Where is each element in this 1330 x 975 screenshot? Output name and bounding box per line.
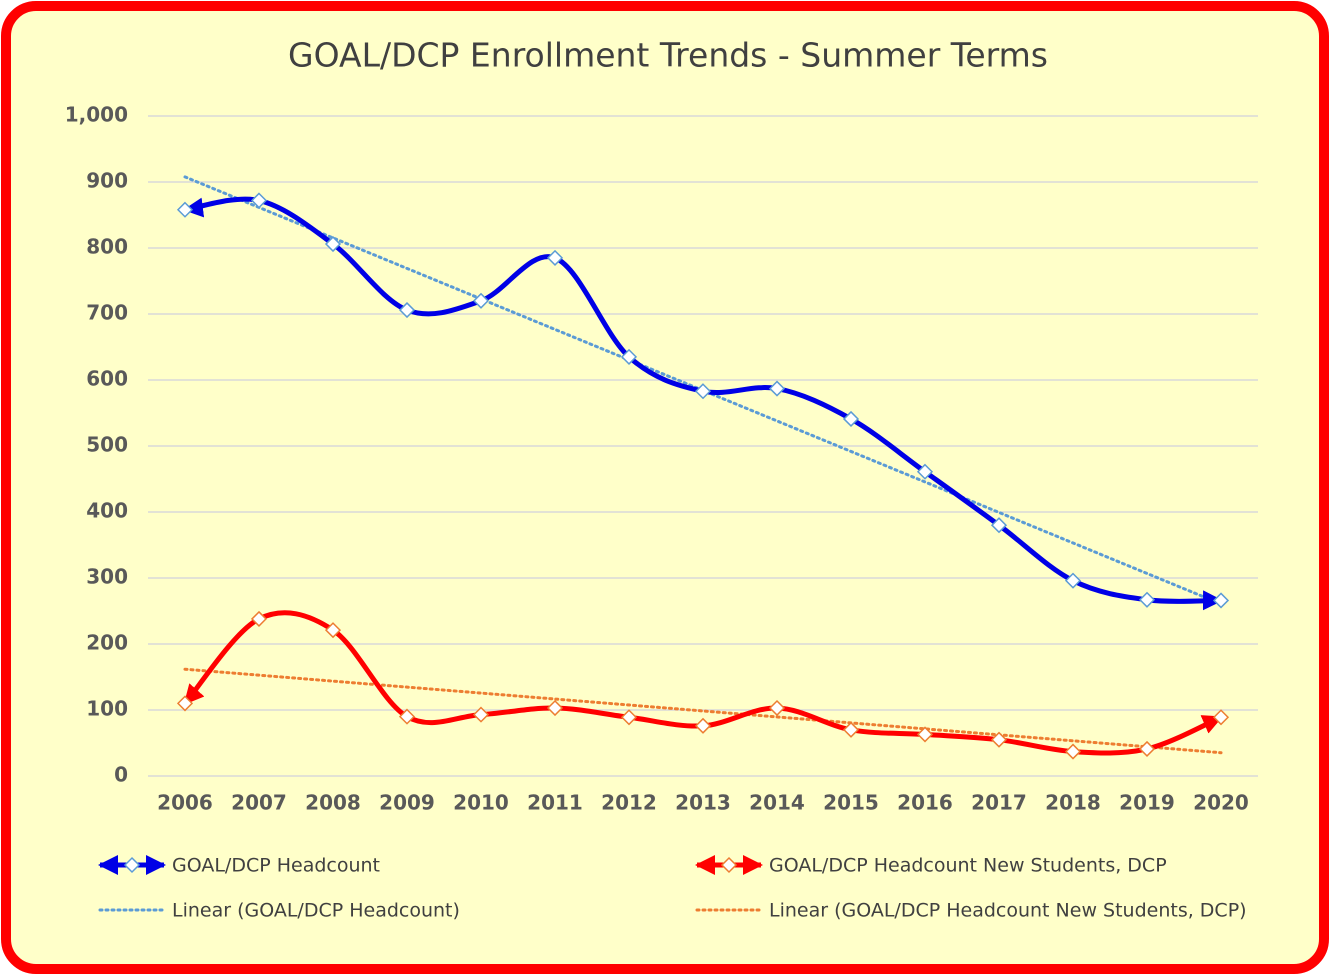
x-tick-label: 2020 <box>1193 791 1249 815</box>
x-tick-label: 2006 <box>157 791 213 815</box>
legend-marker <box>123 856 141 874</box>
point <box>768 699 786 717</box>
x-tick-label: 2007 <box>231 791 287 815</box>
point <box>250 610 268 627</box>
legend-marker <box>720 856 738 874</box>
point <box>1138 740 1156 758</box>
chart-title: GOAL/DCP Enrollment Trends - Summer Term… <box>288 36 1048 75</box>
point <box>176 695 194 712</box>
legend-label: Linear (GOAL/DCP Headcount) <box>172 900 460 922</box>
y-tick-label: 600 <box>86 367 128 391</box>
point <box>472 292 490 309</box>
point <box>1064 572 1082 589</box>
y-tick-label: 400 <box>86 499 128 523</box>
x-tick-label: 2012 <box>601 791 657 815</box>
point <box>398 708 416 725</box>
point <box>1138 591 1156 608</box>
y-tick-label: 200 <box>86 631 128 655</box>
point <box>842 410 860 428</box>
x-tick-label: 2011 <box>527 791 583 815</box>
point <box>916 463 934 480</box>
series-line <box>183 196 1223 611</box>
y-tick-label: 500 <box>86 433 128 457</box>
y-tick-label: 300 <box>86 565 128 589</box>
x-tick-label: 2008 <box>305 791 361 815</box>
point <box>472 706 490 723</box>
y-tick-label: 900 <box>86 169 128 193</box>
point <box>324 622 342 639</box>
point <box>546 699 564 717</box>
y-tick-label: 0 <box>114 763 128 787</box>
x-tick-label: 2019 <box>1119 791 1175 815</box>
point <box>176 201 194 218</box>
x-tick-label: 2015 <box>823 791 879 815</box>
x-tick-label: 2010 <box>453 791 509 815</box>
point <box>768 380 786 397</box>
legend-label: GOAL/DCP Headcount New Students, DCP <box>769 855 1167 877</box>
point <box>546 249 564 266</box>
point <box>694 383 712 400</box>
point <box>398 301 416 319</box>
trendline <box>183 667 1223 755</box>
x-tick-label: 2018 <box>1045 791 1101 815</box>
point <box>250 192 268 209</box>
point <box>916 726 934 743</box>
y-tick-label: 700 <box>86 301 128 325</box>
point <box>324 235 342 253</box>
x-tick-label: 2013 <box>675 791 731 815</box>
x-tick-label: 2017 <box>971 791 1027 815</box>
point <box>620 348 638 365</box>
series-line <box>183 610 1223 756</box>
point <box>620 709 638 726</box>
legend-label: GOAL/DCP Headcount <box>172 855 380 877</box>
legend-label: Linear (GOAL/DCP Headcount New Students,… <box>769 900 1247 922</box>
x-tick-label: 2014 <box>749 791 805 815</box>
x-tick-label: 2009 <box>379 791 435 815</box>
point <box>1064 743 1082 760</box>
y-tick-label: 100 <box>86 697 128 721</box>
point <box>1212 592 1230 609</box>
point <box>1212 709 1230 726</box>
point <box>842 721 860 738</box>
y-tick-label: 800 <box>86 235 128 259</box>
y-tick-label: 1,000 <box>65 103 128 127</box>
point <box>694 717 712 734</box>
point <box>990 731 1008 748</box>
point <box>990 517 1008 534</box>
x-tick-label: 2016 <box>897 791 953 815</box>
